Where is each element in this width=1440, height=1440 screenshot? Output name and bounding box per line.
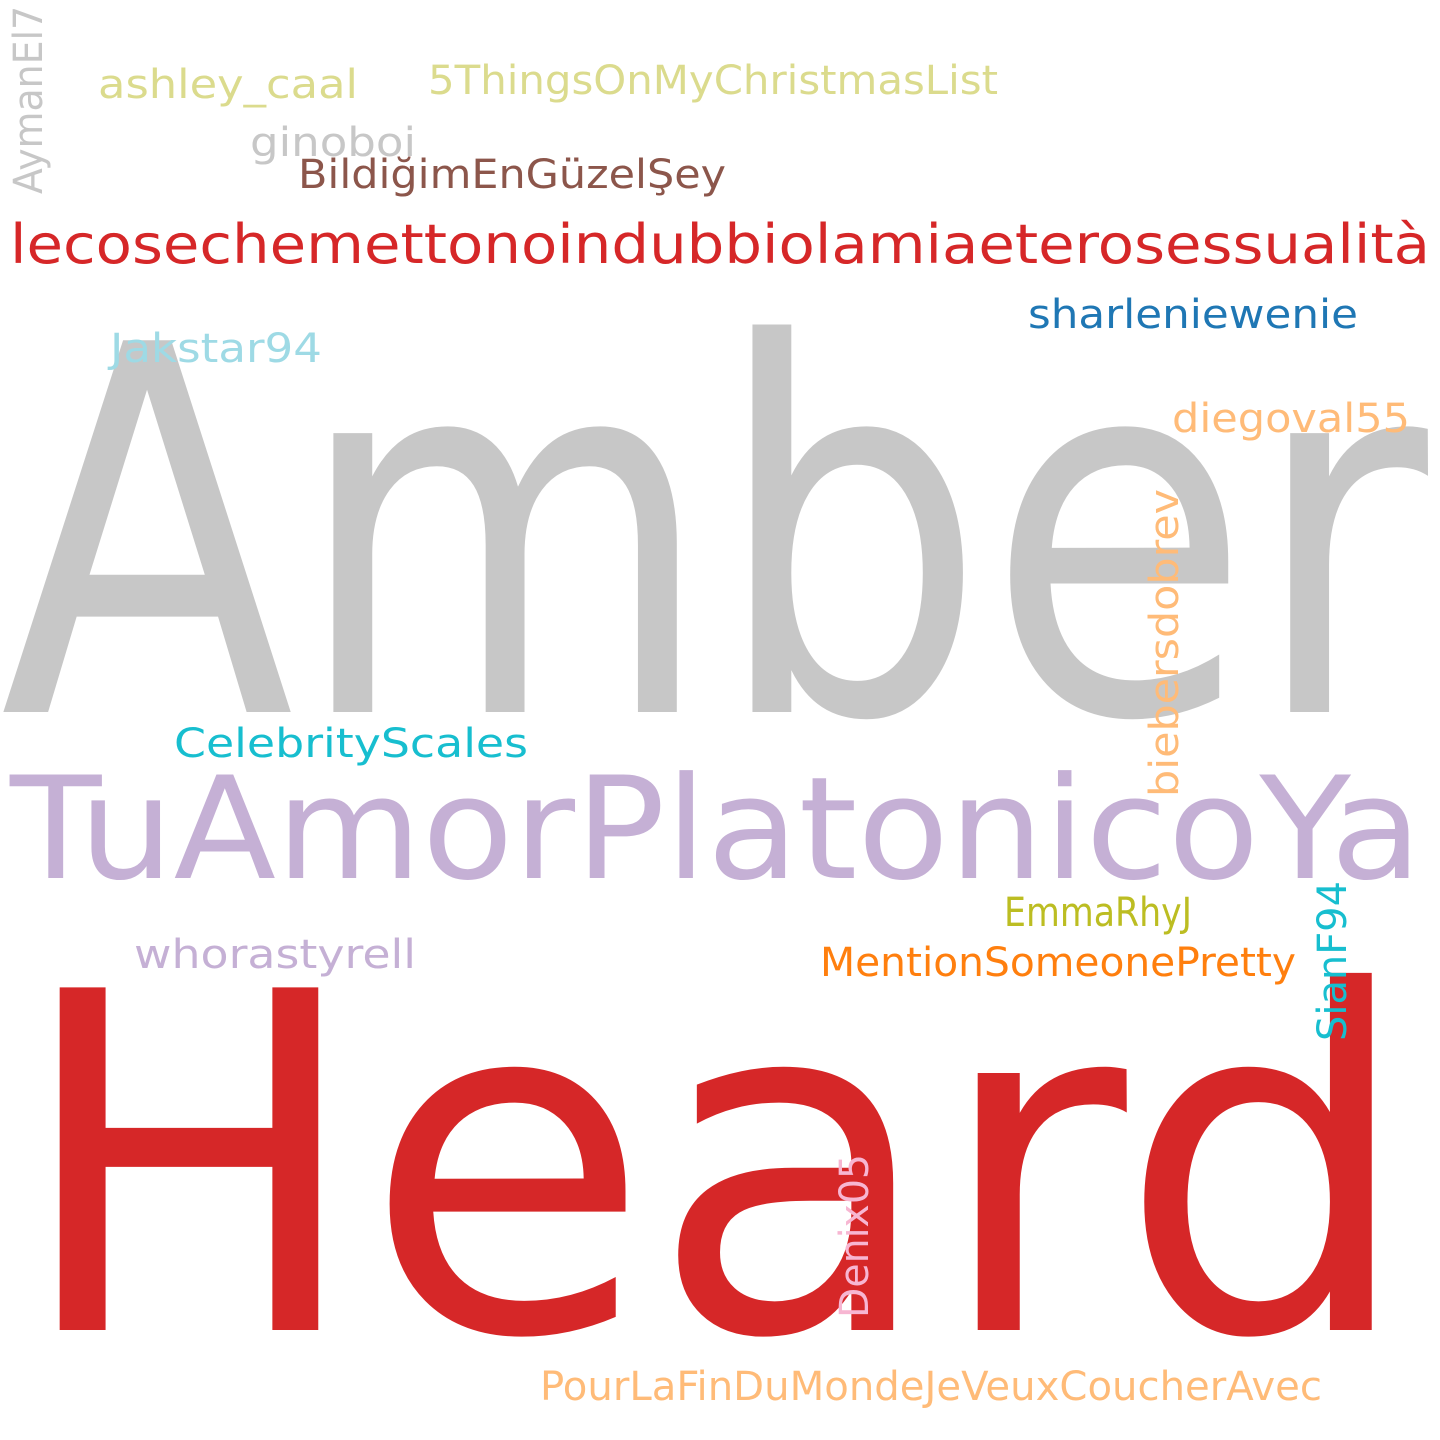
word-celebrityscales: CelebrityScales: [174, 721, 528, 767]
word-whorastyrell: whorastyrell: [134, 932, 416, 978]
word-amber: Amber: [0, 240, 1433, 833]
word-heard: Heard: [14, 894, 1414, 1440]
word-sianf94: SianF94: [1310, 881, 1356, 1041]
word-ginoboi: ginoboi: [250, 120, 416, 166]
word-mentionsomeonepretty: MentionSomeonePretty: [820, 940, 1296, 986]
word-tuamorplatonicoya: TuAmorPlatonicoYa: [9, 747, 1422, 912]
word-aymanel7: AymanEl7: [6, 6, 52, 194]
word-emmarhyj: EmmaRhyJ: [1004, 890, 1192, 936]
word-5thingsonmychristmaslist: 5ThingsOnMyChristmasList: [428, 58, 998, 104]
word-sharleniewenie: sharleniewenie: [1028, 292, 1358, 338]
word-jakstar94: Jakstar94: [107, 326, 322, 372]
word-denix05: Denix05: [832, 1154, 878, 1318]
word-lecosechemettono: lecosechemettonoindubbiolamiaeterosessua…: [10, 213, 1430, 276]
word-bildigimenguzelsey: BildiğimEnGüzelŞey: [298, 152, 726, 198]
word-biebersdobrev: biebersdobrev: [1142, 489, 1188, 797]
word-diegoval55: diegoval55: [1172, 396, 1410, 442]
word-pourlafindumonde: PourLaFinDuMondeJeVeuxCoucherAvec: [540, 1364, 1322, 1410]
word-ashley-caal: ashley_caal: [98, 62, 358, 108]
